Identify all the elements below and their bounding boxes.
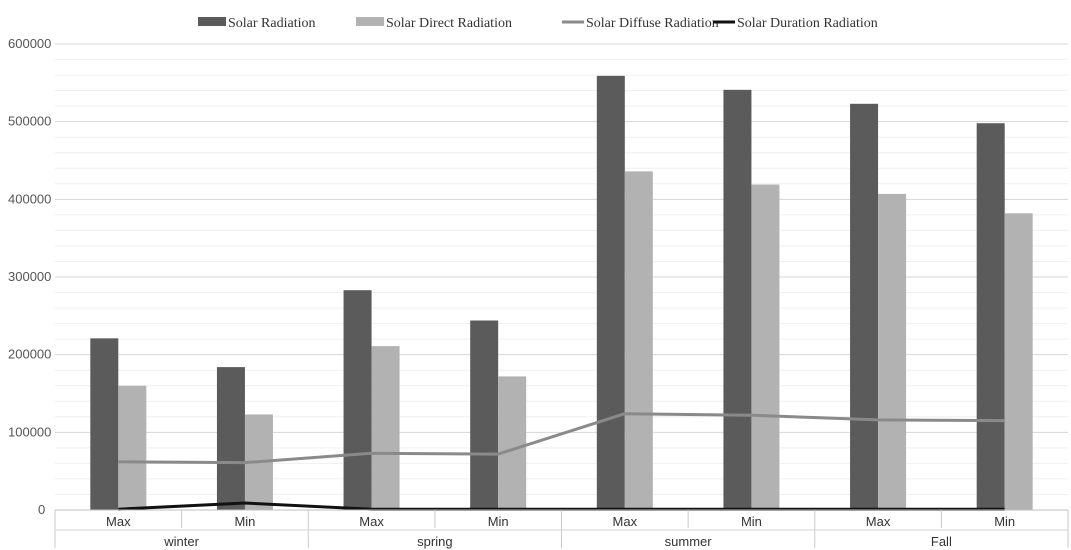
bar-solar-radiation	[723, 89, 752, 510]
x-category-label: Min	[994, 514, 1015, 529]
legend-label: Solar Radiation	[228, 16, 316, 31]
x-axis: Max Min Max Min Max Min Max Min winter spring summ…	[54, 509, 1069, 549]
y-tick-label: 600000	[8, 36, 51, 51]
bar-solar-radiation	[216, 367, 245, 510]
bars	[90, 75, 1033, 511]
x-category-label: Max	[106, 514, 131, 529]
y-axis: 0 100000 200000 300000 400000 500000 600000	[8, 36, 51, 517]
x-category-label: Max	[866, 514, 891, 529]
x-category-label: Max	[359, 514, 384, 529]
x-group-label: summer	[665, 534, 713, 549]
y-tick-label: 0	[38, 502, 45, 517]
legend-label: Solar Duration Radiation	[737, 16, 878, 31]
line-solar-duration-radiation	[118, 501, 1005, 511]
legend-label: Solar Diffuse Radiation	[586, 16, 719, 31]
bar-solar-radiation	[596, 75, 625, 511]
bar-solar-direct-radiation	[371, 346, 400, 510]
x-category-label: Max	[613, 514, 638, 529]
y-tick-label: 400000	[8, 191, 51, 206]
y-tick-label: 300000	[8, 269, 51, 284]
bar-solar-radiation	[976, 123, 1005, 510]
bar-solar-direct-radiation	[624, 171, 653, 510]
bar-solar-radiation	[470, 320, 499, 510]
bar-solar-direct-radiation	[751, 184, 780, 510]
x-category-label: Min	[234, 514, 255, 529]
x-group-label: Fall	[931, 534, 952, 549]
bar-solar-direct-radiation	[118, 385, 147, 510]
bar-solar-direct-radiation	[498, 376, 527, 510]
y-tick-label: 100000	[8, 424, 51, 439]
legend-label: Solar Direct Radiation	[386, 16, 512, 31]
legend: Solar Radiation Solar Direct Radiation Sol…	[198, 16, 878, 31]
bar-solar-radiation	[850, 103, 879, 510]
bar-solar-radiation	[343, 290, 372, 510]
x-category-label: Min	[741, 514, 762, 529]
line-solar-diffuse-radiation	[118, 412, 1005, 465]
lines	[118, 412, 1005, 511]
legend-swatch	[198, 17, 226, 26]
gridlines	[55, 43, 1068, 511]
x-category-label: Min	[488, 514, 509, 529]
legend-swatch	[356, 17, 384, 26]
x-group-label: winter	[163, 534, 199, 549]
y-tick-label: 500000	[8, 114, 51, 129]
bar-solar-direct-radiation	[878, 193, 907, 510]
x-group-label: spring	[417, 534, 452, 549]
bar-solar-direct-radiation	[1004, 213, 1033, 510]
y-tick-label: 200000	[8, 347, 51, 362]
bar-solar-radiation	[90, 338, 119, 510]
